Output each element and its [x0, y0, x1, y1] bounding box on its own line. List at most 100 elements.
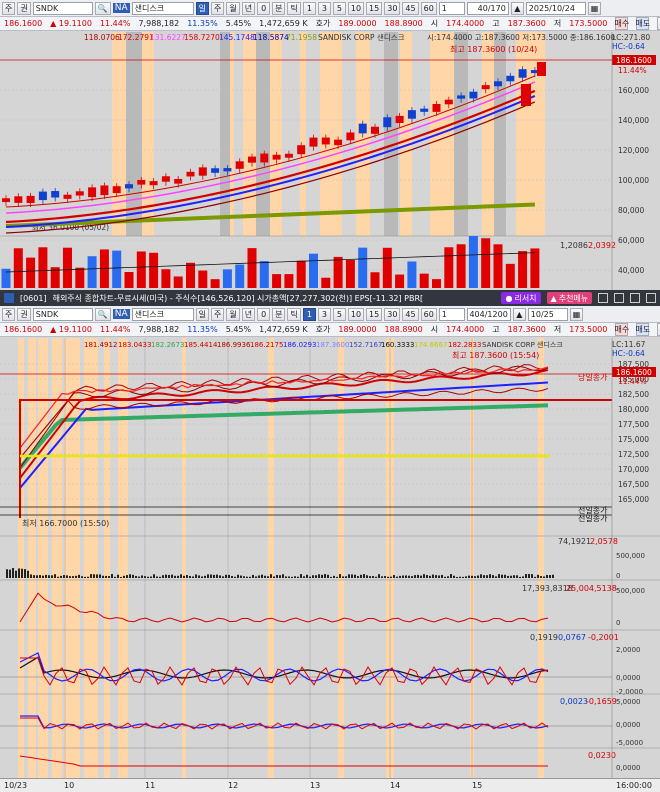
chevron-up-icon[interactable]: ▲ [510, 1, 524, 15]
buy-button-2[interactable]: 매수 [614, 323, 630, 336]
chevron-up-icon[interactable]: ▲ [512, 307, 526, 321]
period-month-button[interactable]: 월 [226, 1, 240, 15]
type-select-2[interactable]: 권 [17, 307, 31, 321]
volume-bar [13, 248, 23, 288]
minute-45-button[interactable]: 45 [402, 1, 419, 15]
period-year-button[interactable]: 년 [241, 1, 256, 15]
volume-bar [66, 575, 68, 578]
candle-body [198, 167, 207, 176]
minute-1-button-2[interactable]: 1 [302, 307, 316, 321]
volume-bar [408, 575, 410, 578]
low-value: 173.5000 [569, 19, 608, 28]
volume-bar [153, 574, 155, 578]
minute-5-button[interactable]: 5 [332, 1, 346, 15]
volume-bar [534, 576, 536, 578]
minute-1-button[interactable]: 1 [302, 1, 316, 15]
sell-button-2[interactable]: 매도 [635, 323, 651, 336]
ma-line-5 [5, 75, 536, 208]
volume-bar [198, 270, 208, 288]
average-button[interactable]: 평 [657, 17, 660, 30]
ma-line-3 [5, 89, 536, 224]
period-minute-button[interactable]: 분 [272, 1, 286, 15]
period-day-button-2[interactable]: 일 [195, 307, 209, 321]
volume-bar [78, 574, 80, 578]
volume-bar [201, 576, 203, 578]
volume-bar [231, 575, 233, 578]
calendar-icon[interactable]: ▦ [569, 307, 584, 321]
x-date-2: 10 [64, 781, 75, 790]
bottom-quote-row: 186.1600 ▲ 19.1100 11.44% 7,988,182 11.3… [0, 323, 660, 337]
volume-bar [141, 575, 143, 578]
app-icon [4, 293, 14, 303]
minute-5-button-2[interactable]: 5 [332, 307, 346, 321]
period-month-button-2[interactable]: 월 [226, 307, 240, 321]
minute-custom-field-2[interactable]: 1 [438, 307, 465, 321]
recommend-menu-button[interactable]: ▲ 추천메뉴 [546, 292, 593, 304]
volume-bar [489, 574, 491, 578]
amt-label-2: 25,004,5138 [566, 584, 617, 593]
stock-name-field-2: 샌디스크 [131, 307, 194, 321]
type-select[interactable]: 권 [17, 1, 31, 15]
period-week-button[interactable]: 주 [210, 1, 225, 15]
volume-bar [321, 574, 323, 578]
symbol-input-2[interactable]: SNDK [32, 307, 93, 321]
volume-bar [342, 576, 344, 578]
maximize-icon[interactable] [630, 293, 641, 303]
minute-45-button-2[interactable]: 45 [402, 307, 419, 321]
minute-3-button-2[interactable]: 3 [317, 307, 331, 321]
minute-3-button[interactable]: 3 [317, 1, 331, 15]
date-field[interactable]: 2025/10/24 [525, 1, 586, 15]
period-year-button-2[interactable]: 년 [241, 307, 256, 321]
x-date-7: 15 [472, 781, 483, 790]
low-note-2: 최저 166.7000 (15:50) [22, 518, 109, 528]
volume-bar [345, 576, 347, 578]
period-day-button[interactable]: 일 [195, 1, 209, 15]
research-button[interactable]: ● 리서치 [501, 292, 541, 304]
count-field-2[interactable]: 404/1200 [466, 307, 511, 321]
price-tag-2 [612, 367, 656, 377]
low-label: 저 [553, 19, 562, 28]
window-id: [0601] [19, 293, 47, 303]
volume-bar [222, 576, 224, 578]
search-icon[interactable]: 🔍 [94, 307, 111, 321]
period-zero-button-2[interactable]: 0 [257, 307, 271, 321]
volume-bar [402, 575, 404, 578]
volume-bar [285, 576, 287, 578]
candle-body [161, 176, 170, 182]
period-minute-button-2[interactable]: 분 [272, 307, 286, 321]
search-icon[interactable]: 🔍 [94, 1, 111, 15]
volume-bar [87, 256, 97, 288]
minute-10-button[interactable]: 10 [347, 1, 365, 15]
volume-bar [531, 574, 533, 578]
daily-price-chart[interactable]: 118.0706 172.2791 131.6227 158.7270 145.… [0, 32, 660, 290]
market-select-2[interactable]: 주 [2, 307, 16, 321]
period-tick-button-2[interactable]: 틱 [287, 307, 301, 321]
amount-value-2: 1,472,659 K [259, 325, 308, 334]
minute-custom-field[interactable]: 1 [438, 1, 465, 15]
volume-bar [498, 574, 500, 578]
minimize-icon[interactable] [614, 293, 625, 303]
period-week-button-2[interactable]: 주 [210, 307, 225, 321]
market-select[interactable]: 주 [2, 1, 16, 15]
minute-15-button-2[interactable]: 15 [366, 307, 383, 321]
calendar-icon[interactable]: ▦ [587, 1, 602, 15]
minute-60-button[interactable]: 60 [420, 1, 437, 15]
minute-15-button[interactable]: 15 [366, 1, 383, 15]
sell-button[interactable]: 매도 [635, 17, 651, 30]
link-icon[interactable] [598, 293, 609, 303]
date-field-2[interactable]: 10/25 [527, 307, 568, 321]
period-zero-button[interactable]: 0 [257, 1, 271, 15]
symbol-input[interactable]: SNDK [32, 1, 93, 15]
count-field[interactable]: 40/170 [466, 1, 509, 15]
buy-button[interactable]: 매수 [614, 17, 630, 30]
average-button-2[interactable]: 평 [657, 323, 660, 336]
minute-30-button[interactable]: 30 [384, 1, 401, 15]
volume-bar [432, 279, 441, 288]
minute-30-button-2[interactable]: 30 [384, 307, 401, 321]
intraday-chart[interactable]: 181.4912 183.0433 182.2673 185.4414 186.… [0, 338, 660, 778]
close-icon[interactable] [646, 293, 657, 303]
period-tick-button[interactable]: 틱 [287, 1, 301, 15]
minute-10-button-2[interactable]: 10 [347, 307, 365, 321]
volume-bar [240, 575, 242, 578]
minute-60-button-2[interactable]: 60 [420, 307, 437, 321]
